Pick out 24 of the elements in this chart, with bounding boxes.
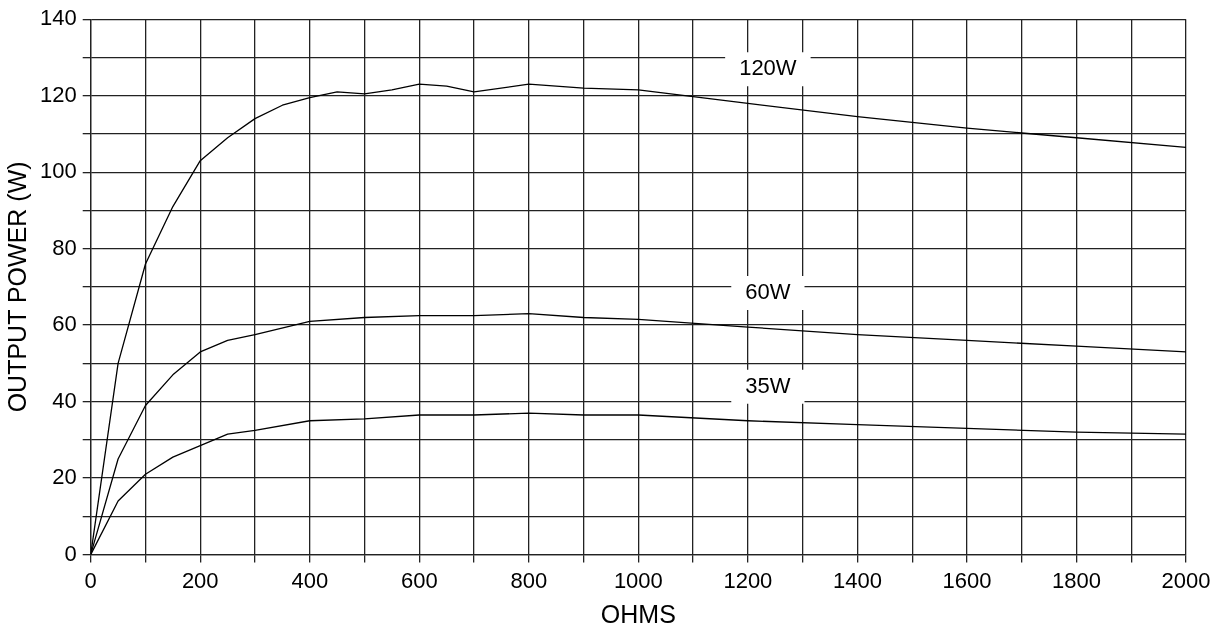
y-tick-label: 20 [52, 464, 77, 490]
x-tick-label: 1200 [723, 567, 773, 593]
y-tick-label: 100 [39, 158, 77, 184]
x-tick-label: 1400 [832, 567, 882, 593]
x-tick-label: 0 [84, 567, 97, 593]
y-tick-label: 60 [52, 311, 77, 337]
y-tick-label: 140 [39, 5, 77, 31]
x-tick-label: 1600 [942, 567, 992, 593]
series-label: 35W [745, 372, 791, 398]
y-tick-label: 0 [64, 540, 77, 566]
y-tick-label: 80 [52, 234, 77, 260]
series-label: 120W [739, 55, 797, 81]
x-tick-label: 2000 [1161, 567, 1211, 593]
y-tick-label: 40 [52, 387, 77, 413]
x-tick-label: 1800 [1051, 567, 1101, 593]
x-tick-label: 1000 [613, 567, 663, 593]
x-axis-title: OHMS [600, 599, 676, 628]
x-tick-label: 600 [400, 567, 438, 593]
y-tick-label: 120 [39, 81, 77, 107]
x-tick-label: 200 [181, 567, 219, 593]
x-tick-label: 400 [291, 567, 329, 593]
x-tick-label: 800 [510, 567, 548, 593]
series-label: 60W [745, 279, 791, 305]
y-axis-title: OUTPUT POWER (W) [2, 161, 31, 413]
